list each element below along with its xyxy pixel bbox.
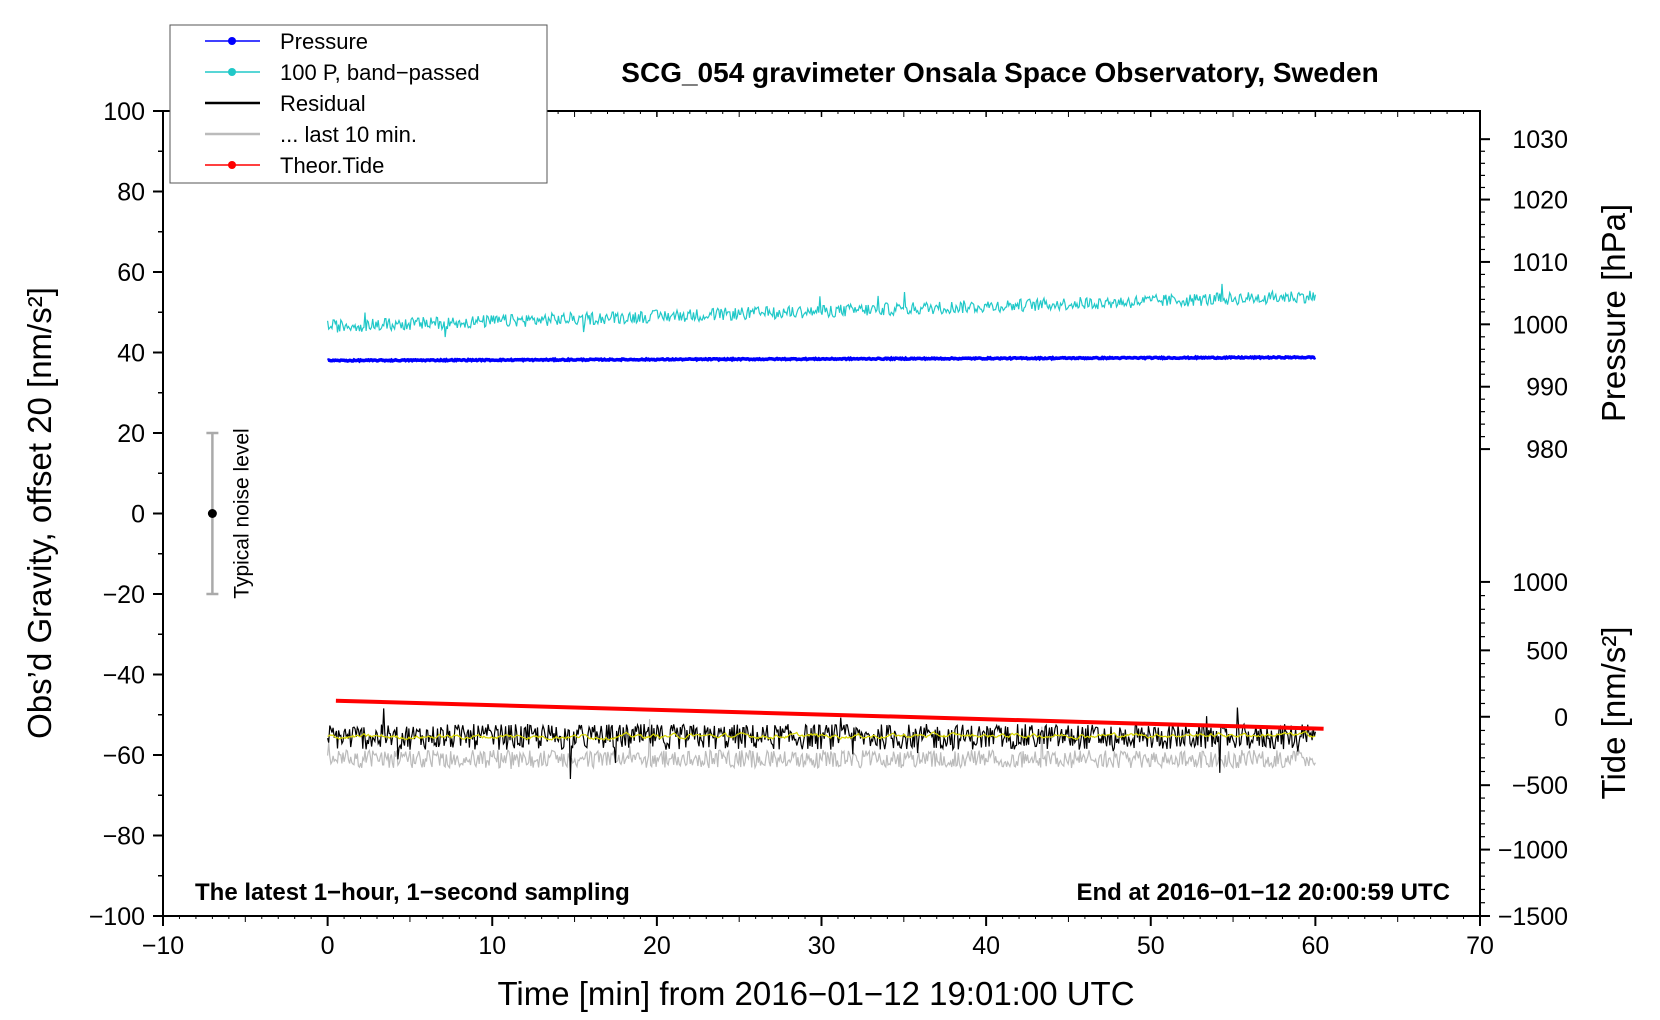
legend-item: 100 P, band−passed — [205, 60, 480, 85]
y-axis-left-ticks: 100 80 60 40 20 0 −20 −40 −60 −80 −100 — [89, 98, 163, 931]
plot-frame — [162, 110, 1481, 917]
y-left-tick-label: −60 — [103, 742, 145, 770]
x-axis-ticks: −10 0 10 20 30 40 50 60 70 — [142, 111, 1494, 960]
x-tick-label: 70 — [1466, 932, 1494, 960]
x-tick-label: 60 — [1301, 932, 1329, 960]
series-line — [327, 730, 1316, 741]
series-line — [327, 283, 1316, 338]
series-line — [327, 354, 1317, 364]
tide-tick-label: 1000 — [1512, 569, 1568, 597]
y-left-tick-label: −100 — [89, 903, 145, 931]
x-axis-title: Time [min] from 2016−01−12 19:01:00 UTC — [497, 975, 1134, 1012]
x-tick-label: 0 — [321, 932, 335, 960]
legend-label: 100 P, band−passed — [280, 60, 480, 85]
legend-item: Residual — [205, 91, 366, 116]
y-axis-right-ticks: 1030 1020 1010 1000 990 980 1000 500 0 −500 −1000 −… — [1480, 126, 1568, 931]
legend-label: ... last 10 min. — [280, 122, 417, 147]
y-axis-left-title: Obs’d Gravity, offset 20 [nm/s²] — [21, 287, 58, 739]
tide-tick-label: −1000 — [1498, 837, 1568, 865]
tide-tick-label: 500 — [1526, 637, 1568, 665]
tide-tick-label: 0 — [1554, 704, 1568, 732]
x-tick-label: 10 — [478, 932, 506, 960]
noise-level-indicator — [206, 431, 219, 596]
annotation-sampling: The latest 1−hour, 1−second sampling — [195, 879, 630, 906]
x-tick-label: 50 — [1137, 932, 1165, 960]
y-left-tick-label: −40 — [103, 662, 145, 690]
chart-title: SCG_054 gravimeter Onsala Space Observat… — [621, 57, 1378, 88]
legend-item: Theor.Tide — [205, 153, 384, 178]
noise-bar-center — [207, 509, 217, 518]
y-left-tick-label: −20 — [103, 581, 145, 609]
pressure-tick-label: 990 — [1526, 374, 1568, 402]
legend-label: Residual — [280, 91, 366, 116]
y-axis-tide-title: Tide [nm/s²] — [1595, 627, 1632, 800]
y-left-tick-label: 0 — [131, 501, 145, 529]
series-line — [327, 707, 1316, 780]
annotation-end-time: End at 2016−01−12 20:00:59 UTC — [1076, 879, 1450, 906]
series-line — [327, 719, 1316, 770]
series-line — [335, 698, 1324, 731]
y-left-tick-label: 100 — [103, 98, 145, 126]
x-tick-label: 40 — [972, 932, 1000, 960]
pressure-tick-label: 1020 — [1512, 187, 1568, 215]
legend-swatch-marker — [228, 161, 236, 169]
y-left-tick-label: 20 — [117, 420, 145, 448]
legend: Pressure 100 P, band−passed Residual ... la… — [169, 24, 548, 184]
tide-tick-label: −500 — [1512, 772, 1568, 800]
y-left-tick-label: 80 — [117, 179, 145, 207]
y-left-tick-label: −80 — [103, 823, 145, 851]
legend-item: Pressure — [205, 29, 368, 54]
pressure-tick-label: 1010 — [1512, 249, 1568, 277]
y-left-tick-label: 60 — [117, 259, 145, 287]
legend-swatch-marker — [228, 37, 236, 45]
y-axis-pressure-title: Pressure [hPa] — [1595, 204, 1632, 422]
pressure-tick-label: 980 — [1526, 436, 1568, 464]
x-tick-label: 20 — [643, 932, 671, 960]
legend-swatch-marker — [228, 68, 236, 76]
y-left-tick-label: 40 — [117, 340, 145, 368]
noise-level-label: Typical noise level — [230, 428, 253, 598]
tide-tick-label: −1500 — [1498, 903, 1568, 931]
pressure-tick-label: 1000 — [1512, 311, 1568, 339]
legend-label: Theor.Tide — [280, 153, 384, 178]
x-tick-label: −10 — [142, 932, 184, 960]
x-tick-label: 30 — [808, 932, 836, 960]
series-layer — [327, 283, 1324, 780]
pressure-tick-label: 1030 — [1512, 126, 1568, 154]
legend-label: Pressure — [280, 29, 368, 54]
legend-item: ... last 10 min. — [205, 122, 417, 147]
